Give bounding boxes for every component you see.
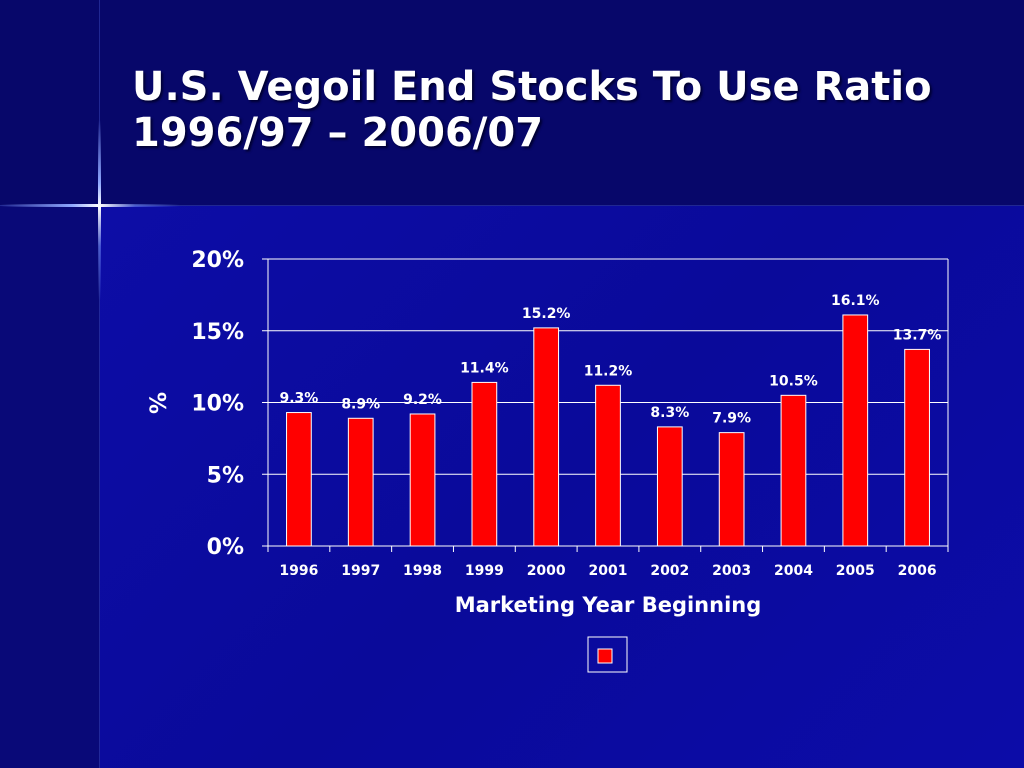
x-tick-label: 2002 <box>650 563 689 579</box>
y-tick-label: 10% <box>191 392 244 417</box>
x-tick-label: 2006 <box>898 563 937 579</box>
bar <box>656 426 683 547</box>
bar <box>842 314 869 547</box>
header-band <box>0 0 1024 206</box>
x-tick-label: 2000 <box>527 563 566 579</box>
legend-swatch <box>597 648 613 664</box>
x-tick-label: 1999 <box>465 563 504 579</box>
y-axis-label: % <box>147 392 172 414</box>
axes: 0% 5% 10% 15% 20% 1996 1997 1998 1999 2000 2001 200… <box>191 248 949 579</box>
data-label: 15.2% <box>522 306 571 322</box>
decorative-star-glow-horizontal <box>0 204 180 207</box>
data-label: 16.1% <box>831 293 880 309</box>
bar <box>595 384 621 547</box>
bar <box>347 417 374 547</box>
y-tick-label: 0% <box>207 535 244 560</box>
data-labels: 9.3% 8.9% 9.2% 11.4% 15.2% 11.2% 8.3% 7.9% 10.5%… <box>279 293 941 427</box>
x-tick-label: 2003 <box>712 563 751 579</box>
legend <box>587 636 628 673</box>
x-axis-label: Marketing Year Beginning <box>455 593 762 617</box>
data-label: 13.7% <box>893 327 942 343</box>
x-tick-label: 2004 <box>774 563 813 579</box>
data-label: 8.9% <box>341 396 380 412</box>
bar <box>780 394 807 547</box>
decorative-horizontal-line <box>0 205 1024 206</box>
data-label: 9.3% <box>279 391 318 407</box>
decorative-star-glow-vertical <box>98 120 101 300</box>
slide-title-line1: U.S. Vegoil End Stocks To Use Ratio <box>132 64 932 110</box>
bar <box>409 413 436 547</box>
x-tick-label: 2005 <box>836 563 875 579</box>
decorative-vertical-line <box>99 0 100 768</box>
data-label: 10.5% <box>769 373 818 389</box>
x-tick-label: 1998 <box>403 563 442 579</box>
slide-title-line2: 1996/97 – 2006/07 <box>132 110 544 156</box>
y-tick-label: 20% <box>191 248 244 273</box>
data-label: 11.4% <box>460 360 509 376</box>
bar <box>471 381 498 547</box>
x-tick-label: 1997 <box>341 563 380 579</box>
bar <box>286 412 312 547</box>
x-tick-label: 1996 <box>279 563 318 579</box>
slide-title: U.S. Vegoil End Stocks To Use Ratio 1996… <box>132 64 992 156</box>
data-label: 9.2% <box>403 392 442 408</box>
legend-box <box>587 636 628 673</box>
y-tick-label: 15% <box>191 320 244 345</box>
bar <box>904 348 930 547</box>
y-tick-label: 5% <box>207 463 244 488</box>
data-label: 7.9% <box>712 411 751 427</box>
bars <box>286 314 930 547</box>
bar <box>718 432 745 547</box>
x-tick-label: 2001 <box>589 563 628 579</box>
bar <box>533 327 560 547</box>
data-label: 8.3% <box>650 405 689 421</box>
left-band <box>0 206 100 768</box>
body-area <box>100 206 1024 768</box>
data-label: 11.2% <box>584 363 633 379</box>
